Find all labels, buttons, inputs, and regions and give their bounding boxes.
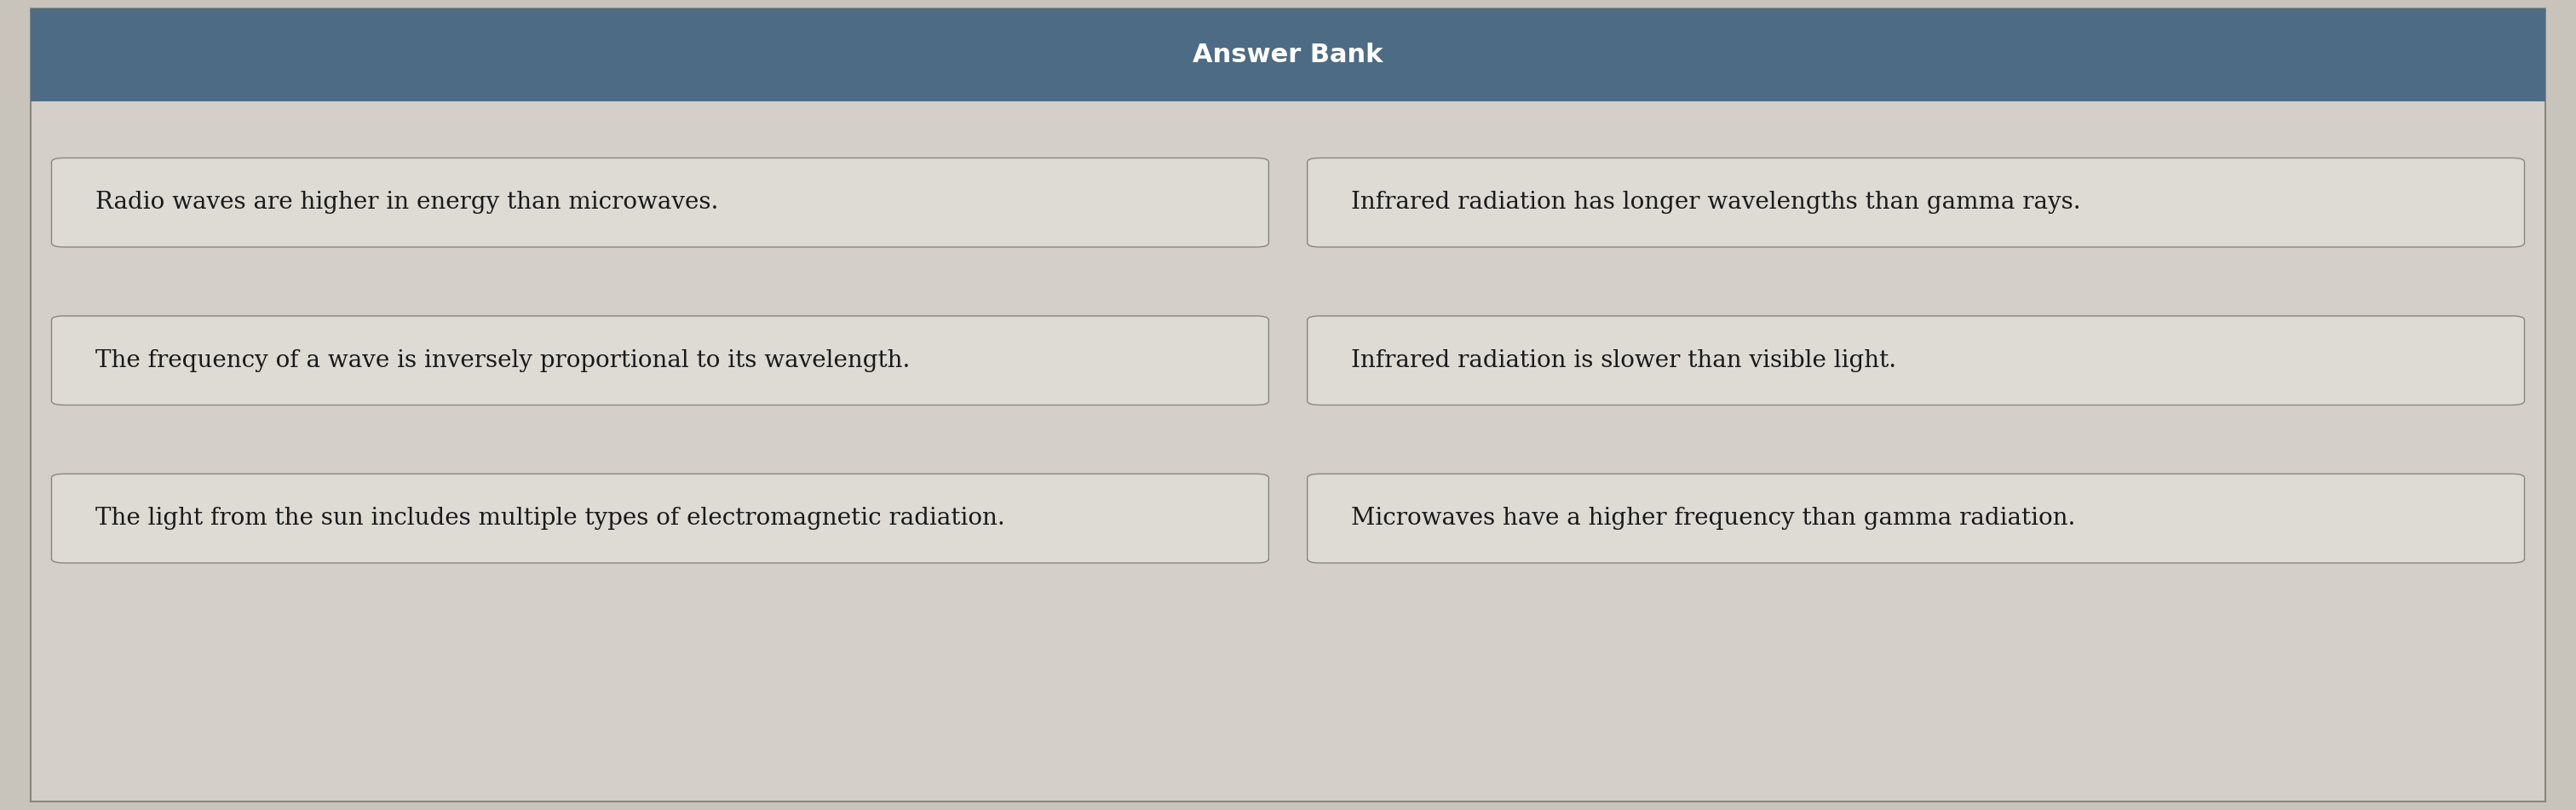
FancyBboxPatch shape xyxy=(52,474,1267,563)
Text: The frequency of a wave is inversely proportional to its wavelength.: The frequency of a wave is inversely pro… xyxy=(95,349,909,372)
FancyBboxPatch shape xyxy=(1306,316,2524,405)
Text: Microwaves have a higher frequency than gamma radiation.: Microwaves have a higher frequency than … xyxy=(1350,507,2076,530)
FancyBboxPatch shape xyxy=(52,316,1267,405)
Text: Radio waves are higher in energy than microwaves.: Radio waves are higher in energy than mi… xyxy=(95,191,719,214)
Text: Infrared radiation has longer wavelengths than gamma rays.: Infrared radiation has longer wavelength… xyxy=(1350,191,2081,214)
FancyBboxPatch shape xyxy=(52,158,1267,247)
FancyBboxPatch shape xyxy=(31,8,2545,802)
FancyBboxPatch shape xyxy=(1306,158,2524,247)
FancyBboxPatch shape xyxy=(31,8,2545,101)
Text: The light from the sun includes multiple types of electromagnetic radiation.: The light from the sun includes multiple… xyxy=(95,507,1005,530)
FancyBboxPatch shape xyxy=(1306,474,2524,563)
Text: Infrared radiation is slower than visible light.: Infrared radiation is slower than visibl… xyxy=(1350,349,1896,372)
Text: Answer Bank: Answer Bank xyxy=(1193,42,1383,67)
